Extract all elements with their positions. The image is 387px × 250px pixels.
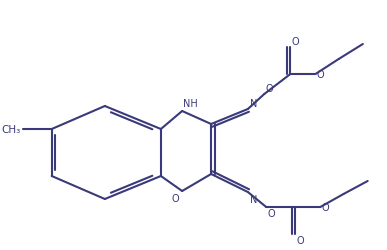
Text: N: N <box>250 98 257 108</box>
Text: CH₃: CH₃ <box>2 124 21 134</box>
Text: O: O <box>171 193 179 203</box>
Text: N: N <box>250 194 257 204</box>
Text: O: O <box>291 37 299 47</box>
Text: O: O <box>265 84 273 94</box>
Text: O: O <box>321 202 329 212</box>
Text: O: O <box>296 235 304 245</box>
Text: O: O <box>267 208 275 218</box>
Text: O: O <box>317 70 324 80</box>
Text: NH: NH <box>183 98 198 108</box>
